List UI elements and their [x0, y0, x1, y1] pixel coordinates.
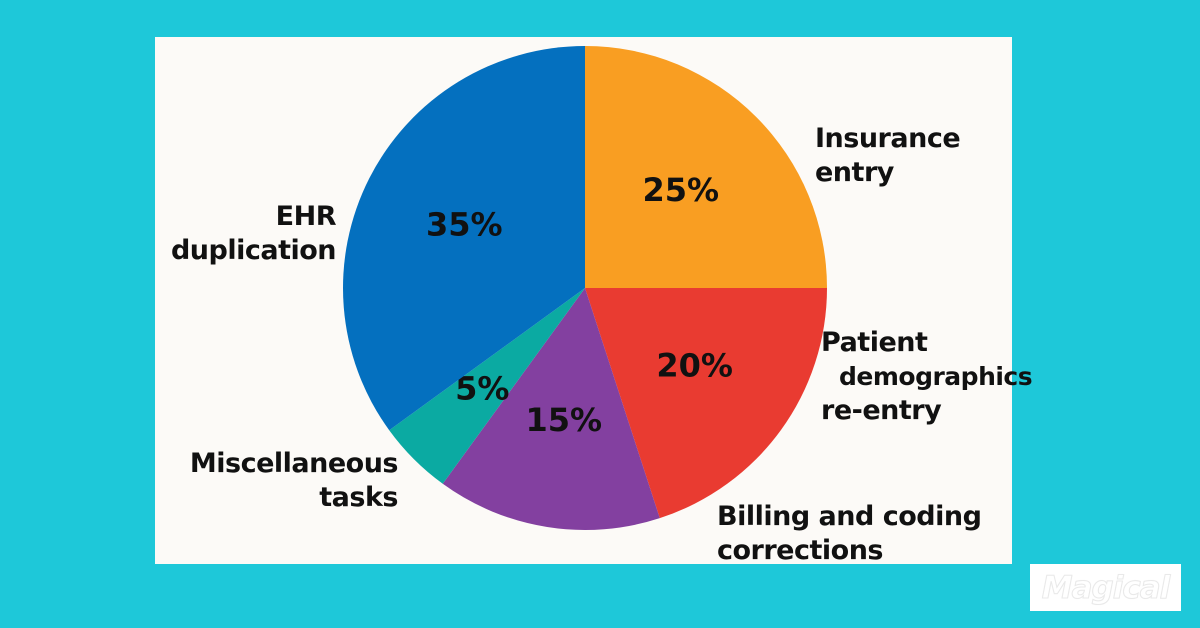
value-label-insurance-entry: 25% — [643, 171, 720, 209]
pie-slice-billing-and-coding-corrections — [442, 288, 660, 530]
value-label-miscellaneous-tasks: 5% — [455, 370, 509, 408]
pie-chart: 25% 20% 15% 5% 35% — [343, 46, 827, 530]
chart-card: 25% 20% 15% 5% 35% Insurance entry Patient d… — [155, 37, 1033, 566]
pie-slice-ehr-duplication — [343, 46, 585, 431]
category-label-patient-demographics: Patient demographics re-entry — [821, 327, 1033, 426]
value-label-patient-demographics-re-entry: 20% — [656, 347, 733, 385]
pie-slice-patient-demographics-re-entry — [585, 288, 827, 519]
pie-slice-miscellaneous-tasks — [389, 288, 585, 484]
value-label-ehr-duplication: 35% — [426, 205, 503, 243]
pie-slice-insurance-entry — [585, 46, 827, 288]
category-label-insurance-entry: Insurance entry — [815, 123, 961, 188]
logo-text: Magical — [1041, 569, 1171, 606]
category-label-billing-coding: Billing and coding corrections — [717, 501, 982, 566]
category-label-miscellaneous: Miscellaneous tasks — [189, 448, 399, 513]
value-label-billing-and-coding-corrections: 15% — [526, 401, 603, 439]
category-label-ehr-duplication: EHR duplication — [170, 201, 337, 266]
magical-logo: Magical — [1030, 564, 1181, 611]
